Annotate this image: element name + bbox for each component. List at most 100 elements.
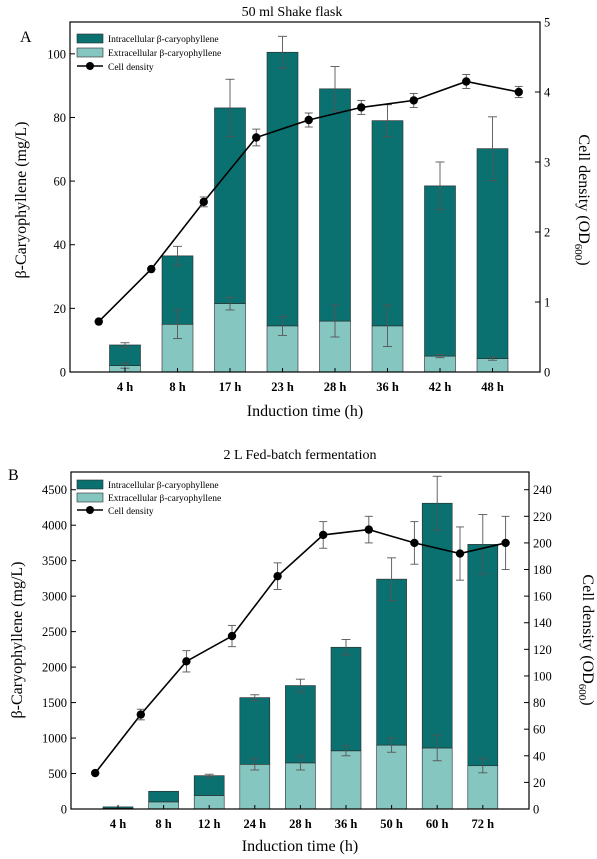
panel-b-y2-tick-label-12: 240 [533,483,552,497]
panel-a-legend-cell-density-label: Cell density [108,63,154,73]
panel-b-error-extracellular-8 [478,758,488,774]
panel-b-y2-axis: 0 20 40 60 80 100 120 140 160 180 200 220 240 [524,483,552,817]
panel-b-bars [102,475,499,810]
panel-b-y-tick-label-4: 2000 [42,661,67,675]
panel-b-letter: B [8,467,19,484]
panel-a-y-axis-label: β-Caryophyllene (mg/L) [13,122,30,279]
panel-a-y-tick-label-0: 0 [60,366,66,380]
panel-b-y-tick-label-8: 4000 [42,519,67,533]
panel-b-y-tick-label-1: 500 [48,767,67,781]
panel-a-bar-extracellular-2 [214,303,246,373]
panel-a-cell-density-point-6 [409,96,418,105]
panel-a-y2-tick-label-2: 2 [544,226,550,240]
panel-b-y2-tick-label-3: 60 [533,723,546,737]
panel-a-cell-density-line [94,74,523,326]
panel-b-cell-density-point-5 [319,530,328,540]
panel-b-x-tick-label-0: 4 h [110,817,126,831]
panel-a-y-tick-label-2: 40 [54,238,67,252]
panel-b-x-tick-label-1: 8 h [155,817,171,831]
panel-a-bar-intracellular-5 [371,120,404,327]
panel-a-cell-density-point-0 [94,317,103,326]
panel-b-x-tick-label-2: 12 h [198,817,221,831]
panel-b-y2-tick-label-1: 20 [533,776,546,790]
panel-b-bar-intracellular-8 [467,544,499,767]
panel-b-y-tick-label-6: 3000 [42,590,67,604]
panel-b-y2-tick-label-5: 100 [533,669,552,683]
panel-a-bar-intracellular-6 [424,185,456,357]
panel-b-cell-density-point-6 [364,525,373,534]
panel-a-x-axis-label: Induction time (h) [247,403,363,420]
panel-a-error-extracellular-5 [383,304,392,347]
panel-b-bar-intracellular-7 [421,502,453,749]
panel-b-cell-density-point-7 [410,538,419,548]
panel-b-error-extracellular-4 [295,755,305,771]
panel-a-x-tick-label-0: 4 h [117,380,133,394]
panel-a-y-tick-label-3: 60 [54,175,67,189]
panel-a-error-extracellular-3 [278,315,287,336]
panel-a-y2-tick-label-1: 1 [544,296,550,310]
panel-b-bar-extracellular-3 [239,764,271,810]
panel-b-y2-tick-label-0: 0 [533,803,539,817]
panel-a-y2-tick-label-0: 0 [544,366,550,380]
panel-b-y2-tick-label-9: 180 [533,563,552,577]
panel-b-y-tick-label-0: 0 [61,803,67,817]
panel-a-cell-density-point-2 [199,197,208,207]
panel-b-y-axis-label: β-Caryophyllene (mg/L) [9,562,26,719]
panel-a-legend-intracellular-swatch [76,33,104,44]
panel-b-y-tick-label-9: 4500 [42,483,67,497]
panel-a-error-total-6 [435,161,445,211]
panel-b-cell-density-point-0 [91,768,100,778]
panel-a-y2-tick-label-3: 3 [544,156,550,170]
panel-b-x-tick-label-3: 24 h [244,817,267,831]
panel-b-bar-extracellular-5 [330,750,362,810]
panel-b-y2-tick-label-10: 200 [533,536,552,550]
panel-b-error-extracellular-3 [250,758,260,771]
panel-b-y-axis: 0 500 1000 1500 2000 2500 3000 3500 4000 4500 [42,483,76,817]
panel-b-error-extracellular-5 [341,745,351,757]
panel-a-y2-axis: 0 1 2 3 4 5 [535,16,551,380]
panel-b-y-tick-label-3: 1500 [42,696,67,710]
panel-a-cell-density-point-8 [514,87,523,97]
panel-b-x-tick-label-8: 72 h [472,817,495,831]
panel-a-cell-density-point-1 [147,264,156,274]
panel-a-y-tick-label-4: 80 [54,111,67,125]
panel-a-error-total-2 [225,78,235,137]
panel-b-x-axis-label: Induction time (h) [242,838,358,855]
panel-a-x-tick-label-2: 17 h [219,380,242,394]
panel-a-x-tick-label-6: 42 h [429,380,452,394]
panel-a-cell-density-point-3 [252,133,261,142]
panel-a-cell-density-point-5 [357,103,366,112]
panel-b-x-tick-label-6: 50 h [380,817,403,831]
panel-a-letter: A [20,29,32,46]
panel-a-legend-marker [86,62,94,70]
panel-a-y2-axis-label: Cell density (OD600) [572,134,592,265]
panel-b-cell-density-point-3 [227,631,237,641]
panel-b-y-tick-label-7: 3500 [42,554,67,568]
panel-a-bars [109,35,509,373]
panel-a-x-tick-label-4: 28 h [324,380,347,394]
panel-b-cell-density-line [91,515,510,778]
panel-b-legend-extracellular-label: Extracellular β-caryophyllene [108,494,221,504]
panel-b-y2-tick-label-8: 160 [533,590,552,604]
panel-b-title: 2 L Fed-batch fermentation [223,448,376,463]
panel-b-y2-tick-label-11: 220 [533,510,552,524]
panel-a-plot-frame [69,21,541,373]
panel-b-bar-intracellular-4 [285,685,316,764]
panel-b-cell-density-point-8 [455,549,465,558]
panel-b-error-total-6 [387,557,397,601]
panel-b-legend-intracellular-label: Intracellular β-caryophyllene [108,481,219,491]
panel-b-y2-tick-label-2: 40 [533,749,546,763]
panel-b-legend-intracellular-swatch [76,479,104,490]
panel-a-legend-extracellular-swatch [76,47,104,58]
panel-b-cell-density-point-9 [501,538,510,548]
panel-a-error-total-7 [488,116,497,181]
panel-b-legend-extracellular-swatch [76,492,104,503]
panel-b-bar-intracellular-2 [193,775,225,796]
panel-b-error-extracellular-6 [387,737,397,753]
panel-a-y-tick-label-5: 100 [47,47,66,61]
panel-a-bar-intracellular-7 [476,148,509,359]
panel-a-x-tick-label-5: 36 h [376,380,399,394]
panel-a-legend-intracellular-label: Intracellular β-caryophyllene [108,35,219,45]
